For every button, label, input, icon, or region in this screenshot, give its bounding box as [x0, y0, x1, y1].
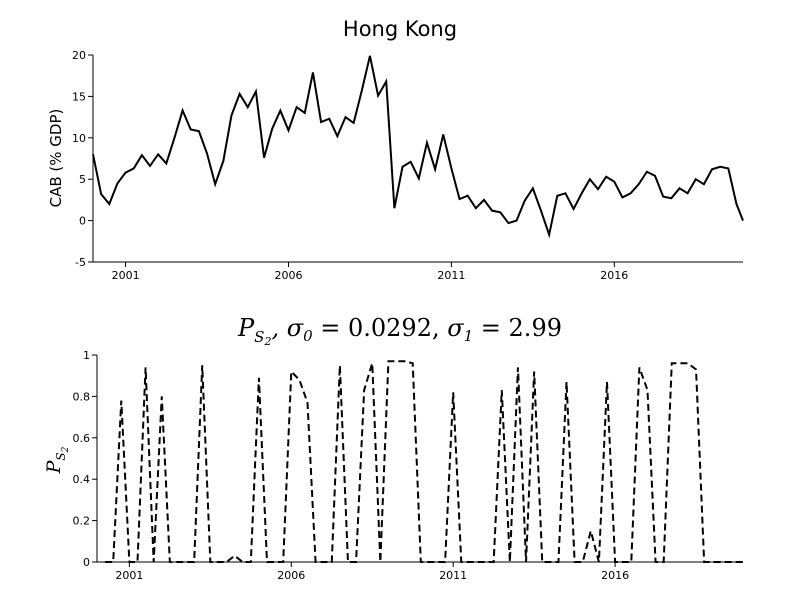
ylabel-subsub: 2 [61, 446, 71, 453]
cab-y-ticks: -5 0 5 10 15 20 [72, 49, 93, 269]
title-p: P [237, 314, 255, 342]
probability-x-tick-label: 2006 [277, 569, 305, 582]
cab-x-tick-label: 2011 [437, 269, 465, 282]
cab-y-tick-label: 20 [72, 49, 86, 62]
probability-y-ticks: 0 0.2 0.4 0.6 0.8 1 [73, 349, 97, 569]
title-sigma0-sub: 0 [303, 327, 313, 345]
cab-y-tick-label: 15 [72, 90, 86, 103]
title-sigma1-sub: 1 [464, 327, 474, 345]
cab-y-tick-label: 10 [72, 132, 86, 145]
probability-y-axis-label: PS2 [43, 446, 71, 474]
title-p-sub: S [254, 328, 264, 346]
cab-series [92, 55, 744, 239]
cab-x-tick-label: 2001 [112, 269, 140, 282]
probability-y-tick-label: 0.4 [73, 473, 91, 486]
title-sigma0-val: = 0.0292, [313, 314, 448, 342]
probability-x-tick-label: 2001 [115, 569, 143, 582]
cab-y-tick-label: 0 [79, 215, 86, 228]
cab-y-axis-label: CAB (% GDP) [47, 109, 65, 208]
cab-x-tick-label: 2016 [600, 269, 628, 282]
title-sigma1-val: = 2.99 [473, 314, 562, 342]
probability-x-tick-label: 2016 [601, 569, 629, 582]
cab-x-tick-label: 2006 [274, 269, 302, 282]
probability-y-tick-label: 0.8 [73, 390, 91, 403]
ylabel-sub: S [54, 452, 68, 460]
cab-axes [92, 55, 743, 263]
probability-y-tick-label: 0.6 [73, 432, 91, 445]
probability-x-tick-label: 2011 [439, 569, 467, 582]
probability-y-tick-label: 1 [83, 349, 90, 362]
probability-series-line [105, 360, 743, 563]
probability-y-tick-label: 0 [83, 556, 90, 569]
title-rest: , σ [271, 314, 303, 342]
cab-y-tick-label: 5 [79, 173, 86, 186]
cab-y-tick-label: -5 [75, 256, 86, 269]
title-p-subsub: 2 [263, 335, 271, 348]
cab-chart-title: Hong Kong [343, 17, 457, 41]
probability-x-ticks: 2001 2006 2011 2016 [115, 562, 629, 582]
cab-series-line [92, 55, 744, 239]
probability-series [105, 360, 743, 563]
probability-y-tick-label: 0.2 [73, 515, 91, 528]
title-sigma1: σ [447, 314, 464, 342]
ylabel-p: P [43, 459, 65, 474]
probability-chart-title: PS2, σ0 = 0.0292, σ1 = 2.99 [237, 314, 562, 348]
probability-chart: PS2, σ0 = 0.0292, σ1 = 2.99 PS2 00.20.40… [43, 314, 743, 582]
cab-x-ticks: 2001 2006 2011 2016 [112, 262, 628, 282]
